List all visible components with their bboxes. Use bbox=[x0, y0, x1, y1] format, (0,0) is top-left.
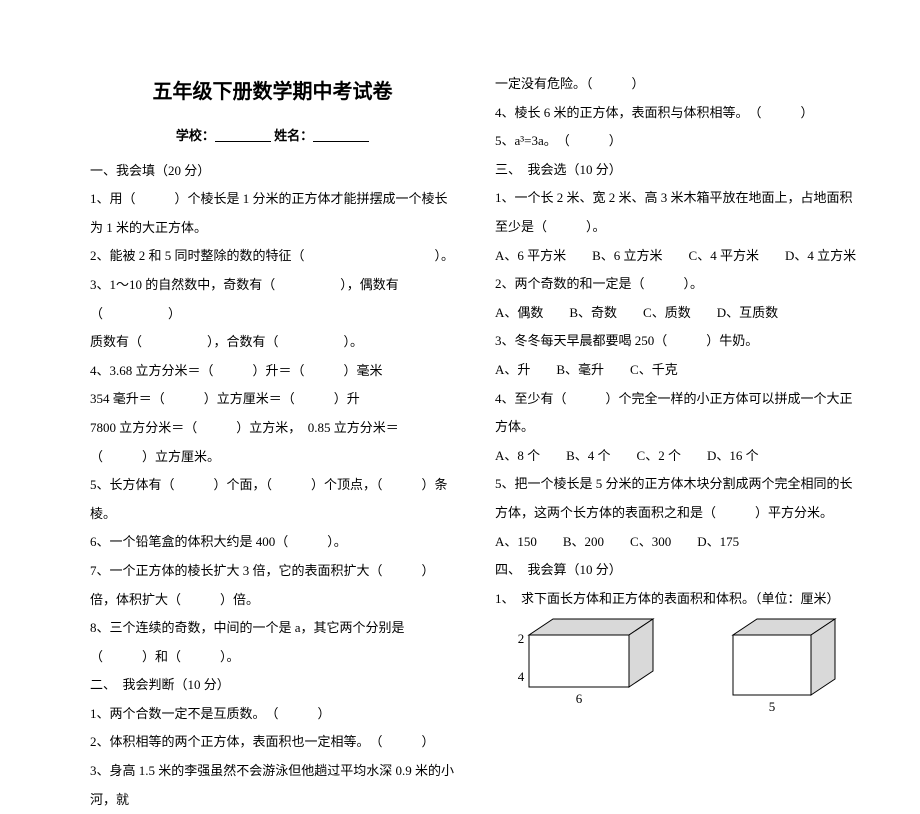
left-column: 五年级下册数学期中考试卷 学校： 姓名： 一、我会填（20 分） 1、用（ ）个… bbox=[90, 70, 455, 814]
choice-q3b: A、升 B、毫升 C、千克 bbox=[495, 356, 860, 385]
judge-q3-cont: 一定没有危险。（ ） bbox=[495, 70, 860, 99]
choice-q5a: 5、把一个棱长是 5 分米的正方体木块分割成两个完全相同的长方体，这两个长方体的… bbox=[495, 470, 860, 527]
fill-q4b: 354 毫升＝（ ）立方厘米＝（ ）升 bbox=[90, 385, 455, 414]
school-blank bbox=[215, 141, 271, 142]
fill-q7: 7、一个正方体的棱长扩大 3 倍，它的表面积扩大（ ）倍，体积扩大（ ）倍。 bbox=[90, 557, 455, 614]
judge-q3: 3、身高 1.5 米的李强虽然不会游泳但他趟过平均水深 0.9 米的小河，就 bbox=[90, 757, 455, 814]
judge-q1: 1、两个合数一定不是互质数。 （ ） bbox=[90, 700, 455, 729]
svg-text:4: 4 bbox=[518, 669, 525, 684]
fill-q3a: 3、1～10 的自然数中，奇数有（ ），偶数有（ ） bbox=[90, 271, 455, 328]
choice-q4b: A、8 个 B、4 个 C、2 个 D、16 个 bbox=[495, 442, 860, 471]
fill-q1: 1、用（ ）个棱长是 1 分米的正方体才能拼摆成一个棱长为 1 米的大正方体。 bbox=[90, 185, 455, 242]
choice-q2b: A、偶数 B、奇数 C、质数 D、互质数 bbox=[495, 299, 860, 328]
fill-q4c: 7800 立方分米＝（ ）立方米， 0.85 立方分米＝（ ）立方厘米。 bbox=[90, 414, 455, 471]
section-2-heading: 二、 我会判断（10 分） bbox=[90, 671, 455, 700]
judge-q5: 5、a³=3a。 （ ） bbox=[495, 127, 860, 156]
cuboid-figure: 6 4 2 bbox=[515, 617, 669, 726]
judge-q4: 4、棱长 6 米的正方体，表面积与体积相等。 （ ） bbox=[495, 99, 860, 128]
section-1-heading: 一、我会填（20 分） bbox=[90, 157, 455, 186]
choice-q4a: 4、至少有（ ）个完全一样的小正方体可以拼成一个大正方体。 bbox=[495, 385, 860, 442]
choice-q1a: 1、一个长 2 米、宽 2 米、高 3 米木箱平放在地面上，占地面积至少是（ ）… bbox=[495, 184, 860, 241]
svg-text:5: 5 bbox=[769, 699, 776, 714]
choice-q3a: 3、冬冬每天早晨都要喝 250（ ）牛奶。 bbox=[495, 327, 860, 356]
svg-text:2: 2 bbox=[518, 631, 525, 646]
fill-q8: 8、三个连续的奇数，中间的一个是 a，其它两个分别是（ ）和（ ）。 bbox=[90, 614, 455, 671]
header-line: 学校： 姓名： bbox=[90, 122, 455, 151]
name-label: 姓名： bbox=[274, 128, 313, 143]
choice-q5b: A、150 B、200 C、300 D、175 bbox=[495, 528, 860, 557]
figure-row: 6 4 2 5 bbox=[515, 617, 860, 726]
section-3-heading: 三、 我会选（10 分） bbox=[495, 156, 860, 185]
choice-q1b: A、6 平方米 B、6 立方米 C、4 平方米 D、4 立方米 bbox=[495, 242, 860, 271]
section-4-heading: 四、 我会算（10 分） bbox=[495, 556, 860, 585]
page-title: 五年级下册数学期中考试卷 bbox=[90, 70, 455, 114]
fill-q3b: 质数有（ ），合数有（ ）。 bbox=[90, 328, 455, 357]
calc-q1: 1、 求下面长方体和正方体的表面积和体积。（单位：厘米） bbox=[495, 585, 860, 614]
cube-figure: 5 bbox=[719, 617, 851, 726]
svg-text:6: 6 bbox=[576, 691, 583, 706]
fill-q2: 2、能被 2 和 5 同时整除的数的特征（ ）。 bbox=[90, 242, 455, 271]
fill-q6: 6、一个铅笔盒的体积大约是 400（ ）。 bbox=[90, 528, 455, 557]
fill-q5: 5、长方体有（ ）个面，（ ）个顶点，（ ）条棱。 bbox=[90, 471, 455, 528]
school-label: 学校： bbox=[176, 128, 215, 143]
judge-q2: 2、体积相等的两个正方体，表面积也一定相等。 （ ） bbox=[90, 728, 455, 757]
fill-q4a: 4、3.68 立方分米＝（ ）升＝（ ）毫米 bbox=[90, 357, 455, 386]
right-column: 一定没有危险。（ ） 4、棱长 6 米的正方体，表面积与体积相等。 （ ） 5、… bbox=[495, 70, 860, 814]
choice-q2a: 2、两个奇数的和一定是（ ）。 bbox=[495, 270, 860, 299]
name-blank bbox=[313, 141, 369, 142]
